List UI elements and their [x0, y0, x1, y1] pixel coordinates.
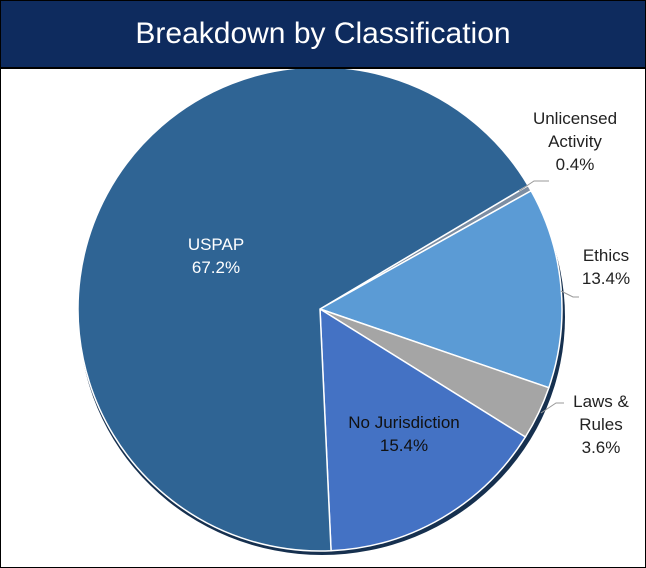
- category-label: USPAP: [187, 235, 245, 254]
- leader-line: [560, 290, 579, 298]
- pie-slice: [319, 307, 527, 552]
- value-label: 13.4%: [581, 269, 631, 288]
- value-label: 3.6%: [581, 438, 621, 457]
- chart-title: Breakdown by Classification: [1, 1, 645, 69]
- slice-label: Laws & Rules 3.6%: [561, 390, 641, 459]
- slice-label: Unlicensed Activity 0.4%: [521, 107, 629, 176]
- slice-label: Ethics 13.4%: [567, 244, 645, 290]
- category-label: No Jurisdiction: [348, 413, 460, 432]
- value-label: 15.4%: [379, 436, 429, 455]
- leader-line: [518, 180, 549, 192]
- leader-line: [540, 402, 564, 414]
- value-label: 67.2%: [191, 258, 241, 277]
- pie-slice: [318, 189, 563, 389]
- slice-label: No Jurisdiction 15.4%: [319, 411, 489, 457]
- slice-label: USPAP 67.2%: [151, 233, 281, 279]
- category-label: Unlicensed Activity: [532, 109, 618, 151]
- value-label: 0.4%: [555, 155, 595, 174]
- pie-slice: [77, 66, 530, 552]
- category-label: Ethics: [582, 246, 630, 265]
- category-label: Laws & Rules: [573, 392, 629, 434]
